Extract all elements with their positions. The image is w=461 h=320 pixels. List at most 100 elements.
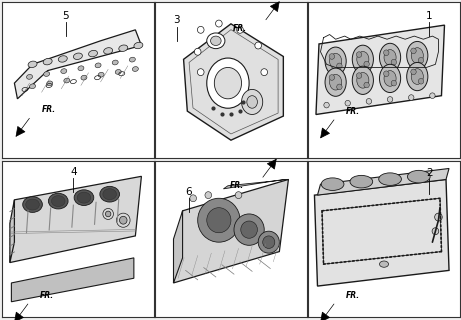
Circle shape (435, 213, 442, 221)
Polygon shape (318, 168, 449, 195)
Ellipse shape (28, 61, 37, 68)
Text: 5: 5 (63, 11, 69, 21)
Ellipse shape (43, 59, 52, 65)
Circle shape (261, 69, 267, 76)
Circle shape (384, 71, 389, 76)
Circle shape (337, 84, 342, 90)
Polygon shape (183, 24, 284, 140)
Circle shape (190, 195, 196, 202)
Ellipse shape (100, 186, 119, 202)
Ellipse shape (27, 75, 33, 79)
Polygon shape (10, 200, 14, 262)
Circle shape (195, 48, 201, 55)
Polygon shape (12, 258, 134, 302)
Ellipse shape (61, 69, 67, 74)
Text: 1: 1 (426, 11, 433, 21)
Polygon shape (314, 180, 449, 286)
Text: 6: 6 (185, 187, 192, 197)
Circle shape (408, 95, 414, 100)
Ellipse shape (104, 48, 112, 54)
Circle shape (391, 80, 396, 86)
Ellipse shape (81, 75, 87, 80)
Text: FR.: FR. (40, 291, 54, 300)
Circle shape (411, 69, 416, 75)
Ellipse shape (115, 69, 121, 74)
Ellipse shape (379, 43, 401, 72)
Ellipse shape (207, 58, 249, 108)
Ellipse shape (321, 178, 344, 190)
Ellipse shape (379, 64, 401, 92)
Ellipse shape (89, 50, 98, 57)
Circle shape (255, 42, 261, 49)
Ellipse shape (330, 74, 342, 90)
Polygon shape (173, 211, 183, 283)
Ellipse shape (77, 192, 91, 203)
Text: FR.: FR. (230, 181, 243, 190)
Ellipse shape (379, 173, 402, 185)
Ellipse shape (78, 66, 84, 71)
Ellipse shape (352, 45, 373, 73)
Circle shape (241, 221, 257, 238)
Ellipse shape (132, 67, 138, 71)
Ellipse shape (119, 45, 128, 52)
Ellipse shape (379, 261, 389, 267)
Polygon shape (14, 30, 142, 99)
Circle shape (430, 93, 435, 99)
Ellipse shape (23, 197, 42, 212)
Text: FR.: FR. (41, 105, 56, 114)
Ellipse shape (325, 68, 346, 96)
Circle shape (364, 82, 369, 88)
Ellipse shape (47, 81, 53, 86)
Ellipse shape (325, 47, 346, 75)
Ellipse shape (26, 199, 39, 210)
Ellipse shape (134, 42, 143, 49)
Ellipse shape (357, 72, 369, 88)
Polygon shape (316, 25, 444, 115)
Ellipse shape (73, 53, 83, 60)
Ellipse shape (58, 56, 67, 62)
Text: 3: 3 (173, 15, 180, 25)
Circle shape (356, 73, 362, 78)
Ellipse shape (74, 190, 94, 205)
Ellipse shape (207, 33, 225, 49)
Circle shape (236, 26, 243, 33)
Circle shape (391, 59, 396, 65)
Polygon shape (10, 176, 142, 262)
Ellipse shape (211, 36, 221, 45)
Ellipse shape (408, 170, 430, 183)
Ellipse shape (330, 53, 342, 69)
Ellipse shape (384, 50, 396, 65)
Ellipse shape (384, 71, 396, 86)
Polygon shape (224, 180, 289, 189)
Text: FR.: FR. (346, 107, 361, 116)
Circle shape (205, 192, 212, 199)
Ellipse shape (407, 62, 428, 91)
Circle shape (411, 48, 416, 54)
Ellipse shape (242, 89, 263, 115)
Circle shape (329, 75, 335, 80)
Text: FR.: FR. (232, 24, 247, 33)
Ellipse shape (352, 66, 373, 94)
Circle shape (337, 63, 342, 69)
Ellipse shape (30, 84, 35, 89)
Text: FR.: FR. (346, 291, 361, 300)
Circle shape (384, 50, 389, 56)
Ellipse shape (44, 72, 50, 76)
Ellipse shape (112, 60, 118, 65)
Circle shape (234, 214, 264, 245)
Ellipse shape (52, 196, 65, 207)
Ellipse shape (130, 57, 136, 62)
Polygon shape (173, 180, 289, 283)
Circle shape (197, 26, 204, 33)
Circle shape (345, 100, 350, 106)
Ellipse shape (350, 175, 372, 188)
Circle shape (366, 99, 372, 104)
Text: 4: 4 (70, 167, 77, 177)
Circle shape (364, 61, 369, 67)
Text: 2: 2 (426, 168, 433, 178)
Circle shape (324, 102, 329, 108)
Ellipse shape (95, 63, 101, 68)
Ellipse shape (98, 72, 104, 77)
Ellipse shape (247, 96, 257, 108)
Ellipse shape (411, 69, 423, 84)
